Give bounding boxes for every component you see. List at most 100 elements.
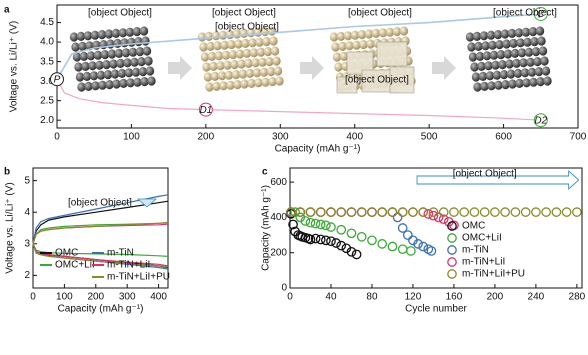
y-tick-label: 600 — [270, 177, 287, 188]
rod-bead — [505, 59, 514, 69]
rod-bead — [503, 49, 513, 59]
rod-bead — [487, 81, 496, 91]
rod-bead — [76, 31, 86, 41]
x-tick-label: 300 — [119, 292, 136, 303]
rod-bead — [329, 32, 339, 42]
rod-bead — [543, 76, 552, 86]
point — [377, 207, 388, 217]
point — [346, 207, 357, 217]
rod-bead — [499, 70, 509, 80]
panel-label: a — [4, 5, 10, 16]
point — [305, 207, 316, 217]
rod-bead — [90, 30, 100, 40]
rod-bead — [230, 60, 239, 70]
illustration — [465, 26, 552, 92]
rod-bead — [89, 71, 99, 81]
point — [510, 207, 521, 217]
rod-bead — [137, 57, 146, 67]
rod-bead — [237, 59, 246, 69]
rod-bead — [118, 28, 128, 38]
rod-bead — [103, 70, 113, 80]
rod-bead — [255, 37, 264, 47]
point — [433, 212, 444, 223]
curve — [32, 243, 169, 268]
x-axis-label: Cycle number — [405, 304, 467, 315]
rod-bead — [74, 62, 83, 72]
rod-bead — [93, 50, 103, 60]
rod-bead — [231, 70, 241, 80]
y-tick-label: 3 — [24, 238, 30, 249]
rod-bead — [513, 68, 523, 78]
point — [387, 207, 398, 217]
rod-bead — [514, 28, 524, 38]
rod-bead — [489, 50, 499, 60]
point — [315, 219, 326, 230]
point — [356, 231, 367, 242]
rod-bead — [139, 26, 149, 36]
rod-bead — [263, 47, 273, 57]
rod-bead — [240, 79, 249, 89]
rod-bead — [502, 39, 511, 49]
rod-bead — [119, 78, 128, 88]
rod-bead — [480, 81, 489, 91]
point — [418, 241, 429, 252]
rod-bead — [97, 29, 107, 40]
rod-bead — [336, 31, 346, 41]
rod-bead — [81, 61, 90, 71]
rod-bead — [371, 28, 381, 38]
rod-bead — [71, 42, 80, 52]
rod-bead — [235, 49, 245, 59]
li2o2-crystal — [346, 51, 374, 75]
rod-bead — [392, 27, 402, 37]
point — [321, 220, 331, 231]
x-tick-label: 120 — [405, 292, 422, 303]
li2o2-crystal — [376, 41, 408, 67]
rod-bead — [79, 51, 89, 62]
rod-bead — [249, 48, 259, 58]
rod-bead — [536, 77, 545, 87]
rod-bead — [116, 58, 125, 68]
rod-bead — [522, 78, 531, 88]
legend-label: m-TiN+LiI+PU — [107, 272, 170, 283]
annotation: [object Object] — [345, 75, 409, 86]
rod-bead — [491, 60, 500, 70]
point — [310, 218, 321, 229]
rod-bead — [199, 42, 208, 52]
rod-bead — [265, 57, 274, 67]
rod-bead — [270, 46, 280, 56]
rod-bead — [238, 69, 248, 79]
rod-bead — [541, 66, 551, 76]
rod-bead — [145, 66, 155, 76]
x-tick-label: 500 — [421, 132, 438, 143]
panel-label: c — [262, 167, 268, 178]
legend-swatch — [447, 245, 457, 255]
rod-bead — [216, 61, 225, 71]
rod-bead — [498, 60, 507, 70]
x-tick-label: 0 — [287, 292, 293, 303]
rod-bead — [399, 26, 409, 36]
legend-swatch — [447, 269, 457, 279]
rod-bead — [110, 69, 120, 79]
legend-label: m-TiN — [462, 245, 489, 256]
rod-bead — [83, 31, 93, 41]
point — [356, 207, 367, 217]
rod-bead — [100, 50, 110, 60]
rod-bead — [214, 51, 224, 61]
rod-bead — [482, 51, 492, 61]
y-tick-label: 3.0 — [40, 76, 54, 87]
rod-bead — [245, 68, 255, 78]
rod-bead — [521, 27, 531, 37]
rod-bead — [478, 71, 488, 81]
legend-label: OMC — [462, 221, 485, 232]
point — [541, 207, 551, 217]
point — [288, 219, 298, 230]
y-tick-label: 4.0 — [40, 37, 54, 48]
plot-frame — [289, 167, 583, 289]
rod-bead — [510, 48, 520, 59]
point — [402, 230, 413, 240]
y-axis-label: Voltage vs. Li/Li⁺ (V) — [5, 182, 16, 273]
rod-bead — [268, 77, 277, 87]
x-tick-label: 200 — [198, 132, 215, 143]
point — [418, 207, 429, 217]
rod-bead — [233, 80, 242, 90]
